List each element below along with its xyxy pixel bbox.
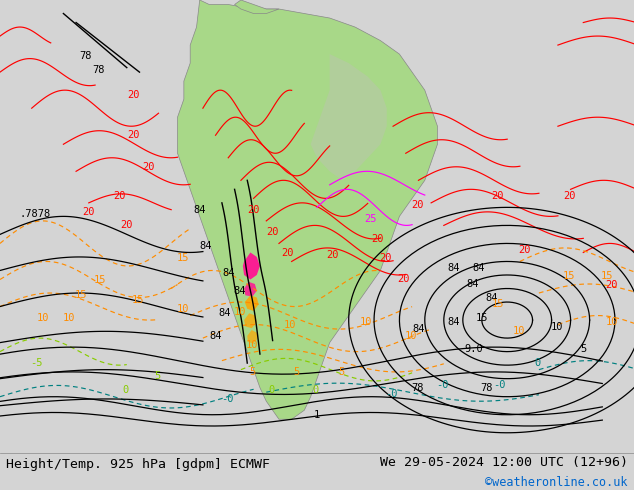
Text: -5: -5: [30, 358, 43, 368]
Polygon shape: [235, 0, 279, 14]
Text: -0: -0: [493, 380, 506, 391]
Text: 10: 10: [233, 307, 246, 317]
Text: 5: 5: [249, 367, 256, 377]
Text: 20: 20: [379, 253, 392, 263]
Text: ©weatheronline.co.uk: ©weatheronline.co.uk: [485, 476, 628, 490]
Polygon shape: [243, 252, 260, 279]
Text: 25: 25: [365, 214, 377, 223]
Text: 10: 10: [284, 320, 297, 330]
Polygon shape: [244, 313, 257, 328]
Text: 0: 0: [313, 385, 319, 395]
Text: 84: 84: [447, 318, 460, 327]
Text: 0: 0: [122, 385, 129, 395]
Text: 15: 15: [601, 271, 614, 281]
Text: 10: 10: [176, 304, 189, 314]
Text: 20: 20: [605, 280, 618, 290]
Text: 15: 15: [491, 299, 504, 309]
Text: 84: 84: [485, 293, 498, 302]
Text: 84: 84: [233, 286, 246, 296]
Text: 10: 10: [246, 340, 259, 350]
Text: 15: 15: [563, 271, 576, 281]
Text: 0: 0: [534, 358, 541, 368]
Text: 78: 78: [411, 383, 424, 392]
Text: 15: 15: [94, 275, 107, 285]
Text: 15: 15: [132, 295, 145, 305]
Text: -0: -0: [221, 394, 233, 404]
Text: 5: 5: [338, 367, 344, 377]
Polygon shape: [247, 330, 257, 343]
Text: 84: 84: [200, 241, 212, 251]
Text: 78: 78: [92, 65, 105, 75]
Text: 84: 84: [412, 324, 425, 334]
Text: 78: 78: [79, 51, 92, 61]
Polygon shape: [178, 0, 437, 419]
Text: 10: 10: [605, 318, 618, 327]
Text: 10: 10: [37, 313, 49, 323]
Text: 20: 20: [247, 205, 260, 215]
Text: 84: 84: [219, 308, 231, 318]
Text: 20: 20: [143, 162, 155, 172]
Text: 20: 20: [127, 90, 139, 99]
Text: -0: -0: [385, 390, 398, 399]
Text: We 29-05-2024 12:00 UTC (12+96): We 29-05-2024 12:00 UTC (12+96): [380, 456, 628, 469]
Text: 20: 20: [491, 191, 504, 201]
Text: -0: -0: [436, 380, 449, 391]
Text: 5: 5: [580, 344, 586, 354]
Text: .7878: .7878: [19, 209, 51, 219]
Text: 15: 15: [476, 313, 488, 323]
Text: 10: 10: [360, 318, 373, 327]
Text: 20: 20: [127, 130, 139, 140]
Text: 20: 20: [266, 227, 279, 237]
Text: Height/Temp. 925 hPa [gdpm] ECMWF: Height/Temp. 925 hPa [gdpm] ECMWF: [6, 458, 270, 471]
Text: 20: 20: [371, 234, 384, 244]
Text: 20: 20: [563, 191, 576, 201]
Text: 10: 10: [550, 322, 563, 332]
Text: 10: 10: [404, 331, 417, 341]
Text: 9.0: 9.0: [465, 344, 484, 354]
Text: 15: 15: [176, 253, 189, 263]
Text: 20: 20: [519, 245, 531, 255]
Text: 84: 84: [193, 205, 206, 215]
Text: 20: 20: [120, 220, 133, 230]
Text: 84: 84: [466, 279, 479, 289]
Text: 84: 84: [447, 263, 460, 273]
Text: 5: 5: [294, 367, 300, 377]
Text: 10: 10: [62, 313, 75, 323]
Text: 20: 20: [327, 250, 339, 260]
Text: 1: 1: [314, 410, 320, 420]
Text: 20: 20: [281, 248, 294, 258]
Polygon shape: [244, 282, 257, 296]
Text: 5: 5: [154, 371, 160, 381]
Polygon shape: [311, 54, 387, 180]
Text: 20: 20: [113, 191, 126, 201]
Text: 78: 78: [481, 383, 493, 392]
Text: 84: 84: [209, 331, 222, 341]
Text: 84: 84: [222, 268, 235, 278]
Text: 20: 20: [398, 274, 410, 285]
Text: 10: 10: [512, 326, 525, 336]
Text: 0: 0: [268, 385, 275, 395]
Text: 15: 15: [75, 290, 87, 300]
Text: 20: 20: [82, 207, 95, 217]
Polygon shape: [245, 295, 259, 311]
Text: 84: 84: [472, 263, 485, 273]
Text: 20: 20: [411, 200, 424, 210]
